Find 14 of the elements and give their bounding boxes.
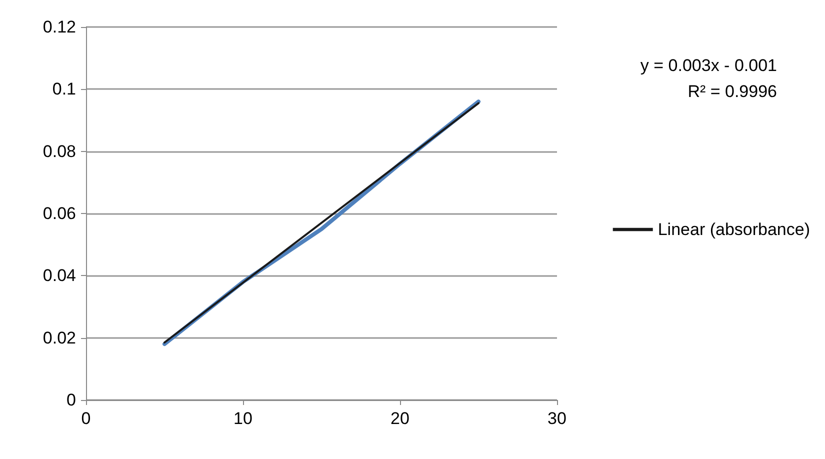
text: R² = 0.9996 [688,82,777,101]
x-tick-label: 10 [234,409,252,428]
y-tick-label: 0.12 [42,18,76,36]
text: y = 0.003x - 0.001 [640,56,777,75]
x-tick-label: 30 [548,409,566,428]
y-tick-label: 0.04 [42,266,76,286]
y-tick-label: 0 [66,390,76,410]
x-tick-label: 20 [390,409,410,428]
y-tick-label: 0.1 [52,80,76,99]
x-tick-label: 0 [81,409,91,428]
legend-label: Linear (absorbance) [658,220,810,239]
y-tick-label: 0.06 [42,204,76,223]
y-tick-label: 0.02 [42,328,76,348]
y-tick-label: 0.08 [42,142,76,161]
